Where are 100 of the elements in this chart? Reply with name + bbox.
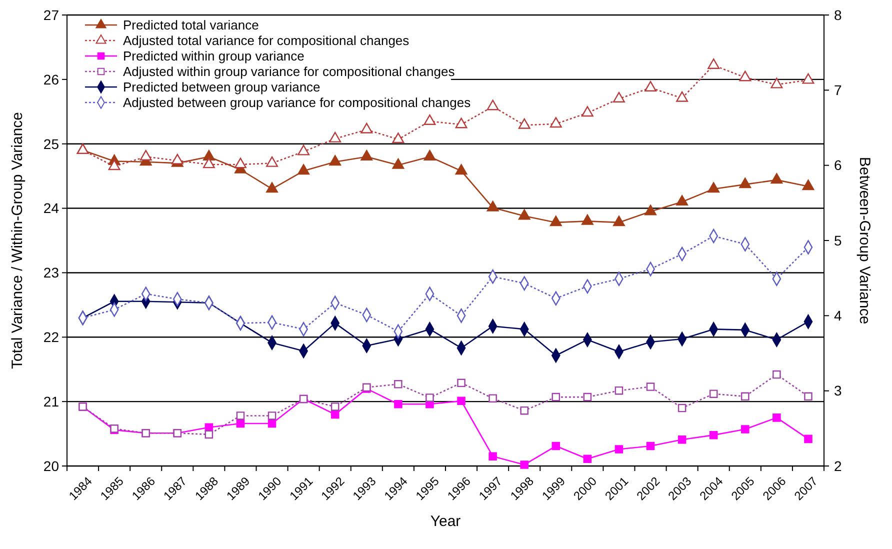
point — [236, 412, 245, 420]
point — [613, 216, 625, 226]
point — [804, 434, 812, 444]
y-axis-title: Total Variance / Within-Group Variance — [9, 112, 26, 370]
y-tick-label: 20 — [43, 458, 60, 474]
point — [581, 106, 594, 117]
point — [392, 158, 404, 169]
point — [583, 454, 592, 464]
point — [708, 58, 720, 69]
point — [772, 370, 781, 379]
point — [457, 378, 466, 388]
point — [646, 382, 655, 391]
point — [330, 402, 340, 411]
y-tick-label: 27 — [43, 6, 60, 23]
y2-tick-label: 4 — [834, 308, 842, 324]
point — [488, 452, 497, 460]
point — [518, 118, 530, 129]
legend-label: Adjusted between group variance for compositional changes — [123, 95, 472, 110]
y2-tick-label: 5 — [834, 232, 842, 248]
point — [802, 180, 814, 190]
y-tick-label: 25 — [43, 136, 60, 152]
point — [614, 386, 624, 395]
point — [739, 70, 752, 82]
point — [552, 392, 560, 402]
point — [486, 100, 499, 110]
legend-label: Predicted between group variance — [123, 80, 320, 95]
y2-tick-label: 2 — [834, 458, 842, 474]
point — [171, 154, 184, 164]
y-tick-label: 24 — [43, 200, 60, 216]
point — [802, 73, 814, 84]
point — [329, 132, 342, 142]
point — [140, 150, 152, 160]
point — [614, 445, 624, 454]
point — [266, 156, 278, 167]
point — [298, 144, 310, 156]
point — [709, 430, 718, 440]
point — [108, 160, 120, 170]
point — [678, 404, 686, 412]
point — [360, 122, 373, 134]
point — [550, 117, 562, 128]
point — [581, 214, 594, 225]
point — [268, 412, 276, 420]
point — [772, 414, 781, 422]
legend-label: Adjusted within group variance for compositional changes — [123, 64, 456, 80]
point — [739, 178, 752, 188]
point — [424, 150, 436, 160]
point — [520, 406, 528, 415]
y-tick-label: 26 — [43, 71, 60, 88]
point — [202, 158, 215, 168]
y-tick-label: 22 — [43, 329, 60, 346]
point — [644, 81, 656, 92]
point — [676, 195, 688, 206]
legend-label: Predicted total variance — [123, 18, 259, 33]
point — [520, 460, 528, 469]
point — [202, 150, 215, 160]
point — [394, 380, 402, 388]
point — [676, 91, 688, 102]
point — [298, 164, 310, 175]
point — [552, 442, 560, 450]
point — [488, 394, 497, 402]
point — [770, 173, 783, 184]
point — [486, 200, 499, 212]
point — [392, 132, 404, 144]
point — [708, 182, 720, 193]
point — [424, 114, 436, 126]
y2-tick-label: 7 — [834, 82, 842, 98]
point — [550, 216, 562, 226]
point — [741, 425, 750, 434]
point — [330, 410, 340, 419]
point — [394, 400, 402, 408]
point — [583, 392, 592, 402]
legend-label: Adjusted total variance for compositional changes — [123, 33, 410, 48]
point — [455, 118, 468, 128]
y-tick-label: 23 — [43, 264, 60, 281]
point — [204, 430, 214, 439]
point — [678, 435, 686, 444]
x-axis-title: Year — [430, 513, 461, 530]
point — [709, 390, 718, 398]
y2-tick-label: 8 — [834, 6, 842, 23]
point — [455, 164, 468, 175]
point — [266, 182, 278, 193]
point — [236, 419, 245, 428]
point — [613, 92, 625, 102]
legend-label: Predicted within group variance — [123, 48, 304, 64]
point — [204, 423, 214, 432]
point — [457, 396, 466, 406]
point — [329, 155, 342, 166]
point — [360, 150, 373, 160]
point — [804, 392, 812, 401]
point — [426, 394, 434, 402]
point — [268, 419, 276, 428]
y-tick-label: 21 — [43, 393, 60, 410]
point — [234, 158, 246, 168]
y2-tick-label: 6 — [834, 157, 842, 174]
y2-axis-title: Between-Group Variance — [856, 156, 873, 324]
point — [770, 78, 783, 88]
y2-tick-label: 3 — [834, 382, 842, 399]
point — [518, 209, 530, 220]
point — [741, 392, 750, 401]
point — [646, 442, 655, 450]
